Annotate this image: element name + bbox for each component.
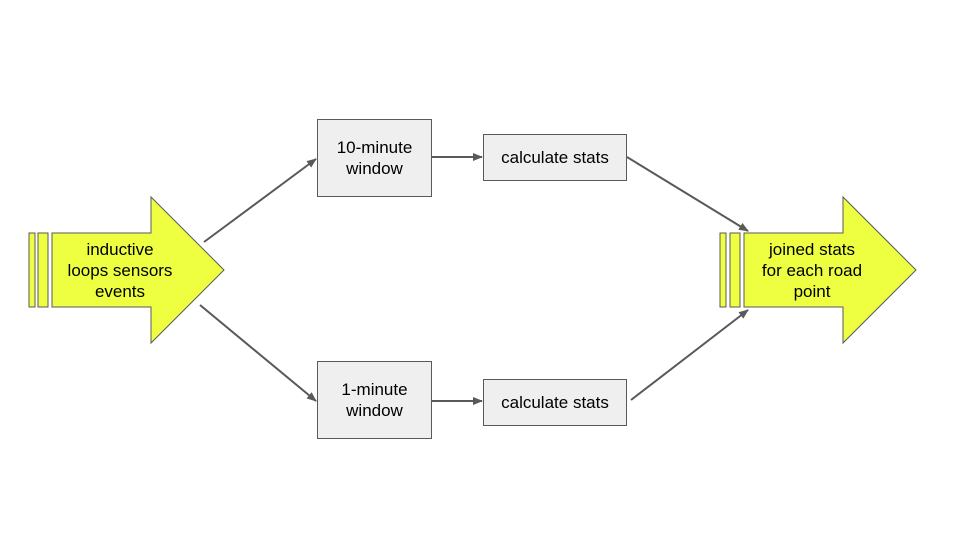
window-1min-box: 1-minute window — [317, 361, 432, 439]
source-stream-label: inductive loops sensors events — [67, 239, 173, 301]
output-stream-bar-1 — [719, 232, 727, 308]
source-stream-arrow — [51, 195, 225, 345]
connector-source-to-1min — [199, 304, 317, 402]
connector-stats-bottom-to-output — [630, 309, 749, 401]
output-stream-shape — [719, 195, 917, 345]
calculate-stats-top-box: calculate stats — [483, 134, 627, 181]
source-stream-bar-1 — [28, 232, 36, 308]
calculate-stats-bottom-box: calculate stats — [483, 379, 627, 426]
window-10min-box: 10-minute window — [317, 119, 432, 197]
output-stream-arrow — [743, 195, 917, 345]
source-stream-bar-2 — [37, 232, 49, 308]
connector-stats-top-to-output — [626, 156, 749, 232]
output-stream-label: joined stats for each road point — [761, 239, 863, 301]
connector-source-to-10min — [203, 158, 317, 243]
source-stream-shape — [28, 195, 225, 345]
output-stream-bar-2 — [729, 232, 741, 308]
